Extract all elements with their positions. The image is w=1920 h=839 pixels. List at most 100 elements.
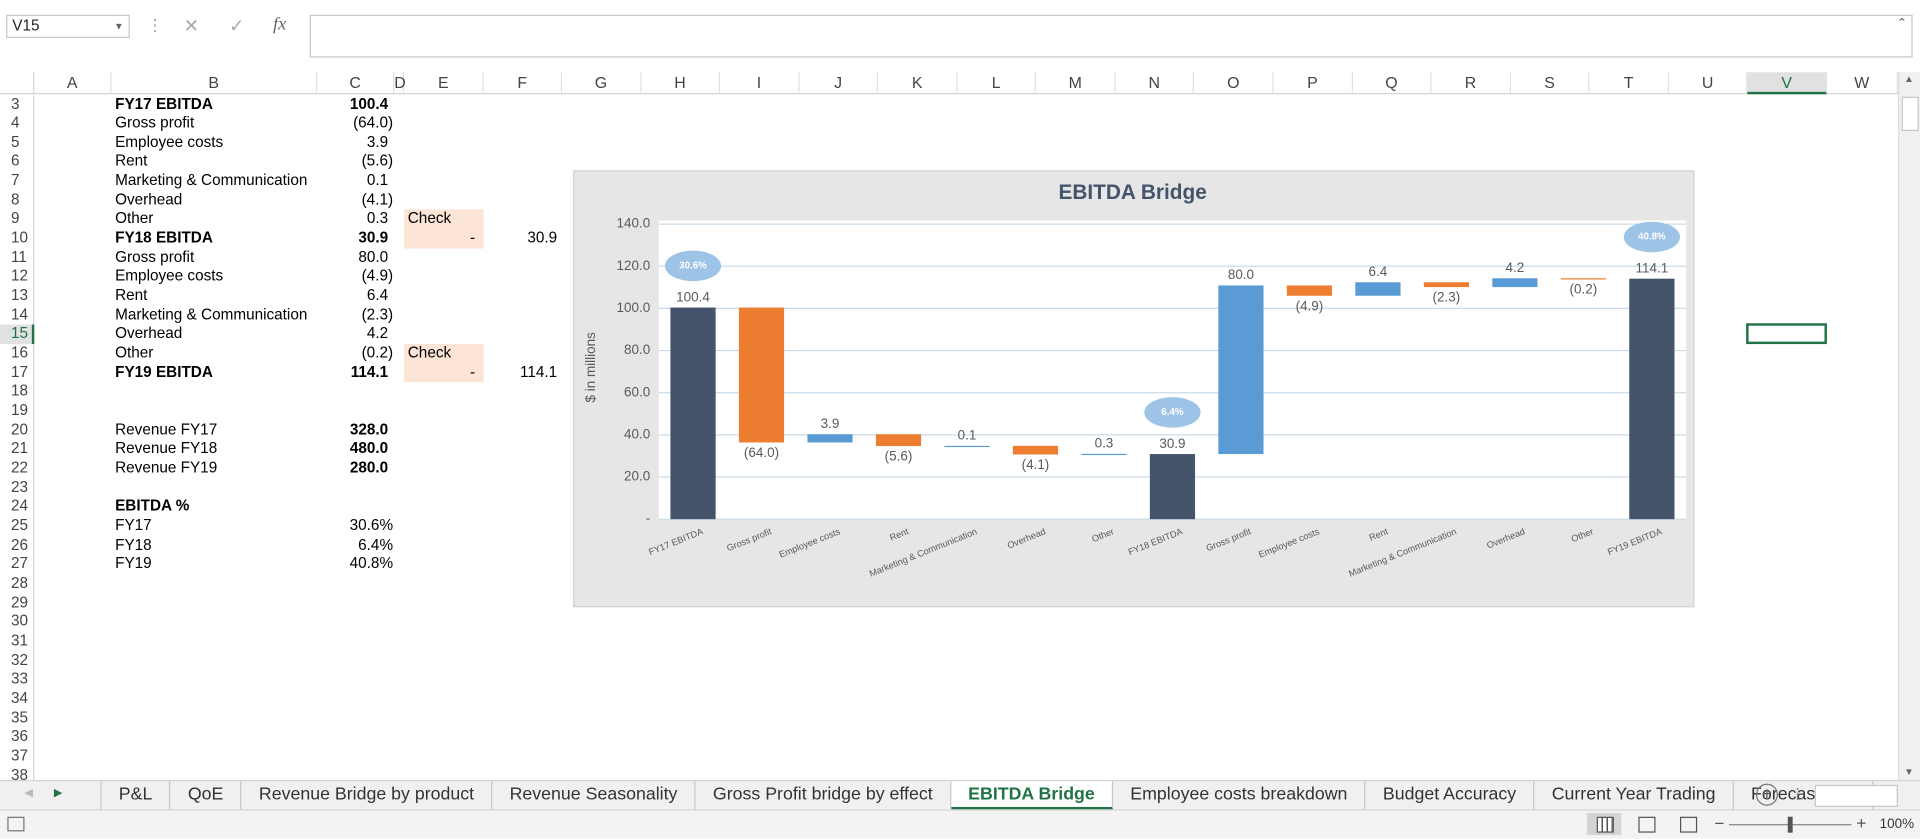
y-tick-label: 40.0 bbox=[624, 426, 650, 441]
cell: FY17 EBITDA bbox=[115, 94, 213, 113]
sheet-tab[interactable]: Revenue Seasonality bbox=[492, 781, 696, 810]
annotation-bubble bbox=[1623, 221, 1681, 253]
vertical-scrollbar[interactable]: ▲ ▼ bbox=[1897, 72, 1920, 781]
enter-icon[interactable]: ✓ bbox=[228, 15, 245, 37]
name-box[interactable]: V15 ▼ bbox=[6, 14, 130, 38]
row-header: 20 bbox=[0, 420, 35, 441]
cell: Employee costs bbox=[115, 267, 224, 285]
column-header: W bbox=[1826, 72, 1898, 95]
cell: EBITDA % bbox=[115, 497, 190, 515]
page-layout-view[interactable] bbox=[1638, 816, 1656, 833]
cell: Gross profit bbox=[115, 248, 195, 266]
column-header: I bbox=[720, 72, 800, 95]
page-break-view[interactable] bbox=[1680, 816, 1698, 833]
tab-scroll-right[interactable]: ▶ bbox=[53, 786, 63, 799]
column-header: H bbox=[641, 72, 721, 95]
cell: 280.0 bbox=[349, 459, 389, 477]
scroll-up[interactable]: ▲ bbox=[1904, 73, 1914, 85]
column-header: Q bbox=[1352, 72, 1432, 95]
row-header: 15 bbox=[0, 324, 35, 345]
sheet-tab[interactable]: Budget Accuracy bbox=[1366, 781, 1535, 810]
column-header: S bbox=[1510, 72, 1590, 95]
column-header: N bbox=[1115, 72, 1195, 95]
row-header: 8 bbox=[0, 190, 35, 210]
cell: 40.8% bbox=[349, 555, 394, 573]
cell: 0.3 bbox=[366, 209, 389, 228]
cell: Check bbox=[407, 209, 452, 228]
data-label: (2.3) bbox=[1433, 290, 1461, 305]
column-header: U bbox=[1668, 72, 1748, 95]
row-header: 3 bbox=[0, 94, 35, 115]
cell: - bbox=[469, 363, 476, 381]
cell: 80.0 bbox=[358, 248, 389, 266]
data-label: (0.2) bbox=[1570, 281, 1598, 296]
chart[interactable]: EBITDA Bridge $ in millions - 20.0 40.0 60.… bbox=[573, 170, 1695, 608]
y-tick-label: - bbox=[646, 511, 650, 526]
zoom-level[interactable]: 100% bbox=[1879, 816, 1915, 832]
annotation-text: 30.6% bbox=[679, 261, 707, 272]
bar bbox=[1629, 278, 1675, 520]
cell: (64.0) bbox=[353, 114, 394, 132]
sheet-tab[interactable]: QoE bbox=[171, 781, 242, 810]
new-sheet[interactable]: + bbox=[1755, 783, 1778, 806]
active-cell bbox=[1746, 323, 1827, 345]
row-header: 29 bbox=[0, 593, 35, 613]
bar bbox=[1423, 282, 1470, 288]
sheet-tab[interactable]: Employee costs breakdown bbox=[1113, 781, 1366, 810]
zoom-out[interactable]: − bbox=[1714, 813, 1725, 833]
row-header: 22 bbox=[0, 459, 35, 479]
row-header: 11 bbox=[0, 248, 35, 268]
annotation-text: 40.8% bbox=[1638, 232, 1666, 243]
column-header: V bbox=[1747, 72, 1827, 95]
sheet-tab[interactable]: Gross Profit bridge by effect bbox=[696, 781, 952, 810]
zoom-thumb[interactable] bbox=[1787, 816, 1793, 833]
scroll-down[interactable]: ▼ bbox=[1904, 766, 1914, 778]
column-header: C bbox=[317, 72, 395, 95]
tab-scroll-left[interactable]: ◀ bbox=[24, 786, 33, 799]
bar bbox=[1355, 282, 1401, 296]
data-label: (5.6) bbox=[885, 449, 913, 464]
horizontal-scrollbar[interactable] bbox=[1814, 784, 1898, 807]
cell: 4.2 bbox=[366, 324, 389, 343]
chart-title: EBITDA Bridge bbox=[1059, 181, 1207, 204]
row-header: 7 bbox=[0, 171, 35, 191]
cell: Rent bbox=[115, 286, 148, 304]
data-label: 80.0 bbox=[1228, 267, 1254, 282]
row-header: 12 bbox=[0, 267, 35, 287]
cell: Marketing & Communication bbox=[115, 171, 308, 189]
dropdown-arrow: ▼ bbox=[113, 20, 124, 32]
y-tick-label: 140.0 bbox=[617, 216, 651, 231]
annotation-bubble bbox=[1144, 397, 1201, 428]
sheet-tab[interactable]: Revenue Bridge by product bbox=[242, 781, 493, 810]
zoom-in[interactable]: + bbox=[1856, 813, 1867, 833]
bar bbox=[1081, 453, 1127, 456]
row-header: 13 bbox=[0, 286, 35, 306]
cancel-icon[interactable]: ✕ bbox=[183, 15, 200, 37]
status-bar: − + 100% bbox=[0, 809, 1920, 839]
scroll-thumb[interactable] bbox=[1901, 96, 1919, 132]
sheet-tab[interactable]: Current Year Trading bbox=[1535, 781, 1734, 810]
cell: Overhead bbox=[115, 324, 183, 343]
y-tick-label: 60.0 bbox=[624, 384, 650, 399]
sheet-tab[interactable]: P&L bbox=[102, 781, 171, 810]
annotation-text: 6.4% bbox=[1161, 407, 1184, 418]
bar bbox=[670, 307, 716, 520]
cell: 30.9 bbox=[358, 229, 389, 247]
row-header: 30 bbox=[0, 612, 35, 632]
data-label: 100.4 bbox=[676, 289, 710, 304]
tab-menu[interactable]: ⋮ bbox=[1790, 784, 1805, 803]
sheet-tab[interactable]: EBITDA Bridge bbox=[951, 781, 1114, 810]
formula-input[interactable] bbox=[309, 14, 1913, 58]
cell: 6.4% bbox=[358, 535, 394, 554]
row-header: 19 bbox=[0, 401, 35, 421]
data-label: (4.1) bbox=[1022, 457, 1050, 472]
column-header: D bbox=[394, 72, 406, 95]
function-icon[interactable]: fx bbox=[273, 14, 287, 35]
macro-icon[interactable] bbox=[7, 816, 25, 832]
formula-collapse[interactable]: ⌃ bbox=[1896, 17, 1908, 31]
data-label: 114.1 bbox=[1636, 260, 1669, 275]
row-header: 34 bbox=[0, 689, 35, 709]
row-header: 14 bbox=[0, 305, 35, 325]
row-header: 6 bbox=[0, 152, 35, 172]
cell: FY17 bbox=[115, 516, 152, 534]
